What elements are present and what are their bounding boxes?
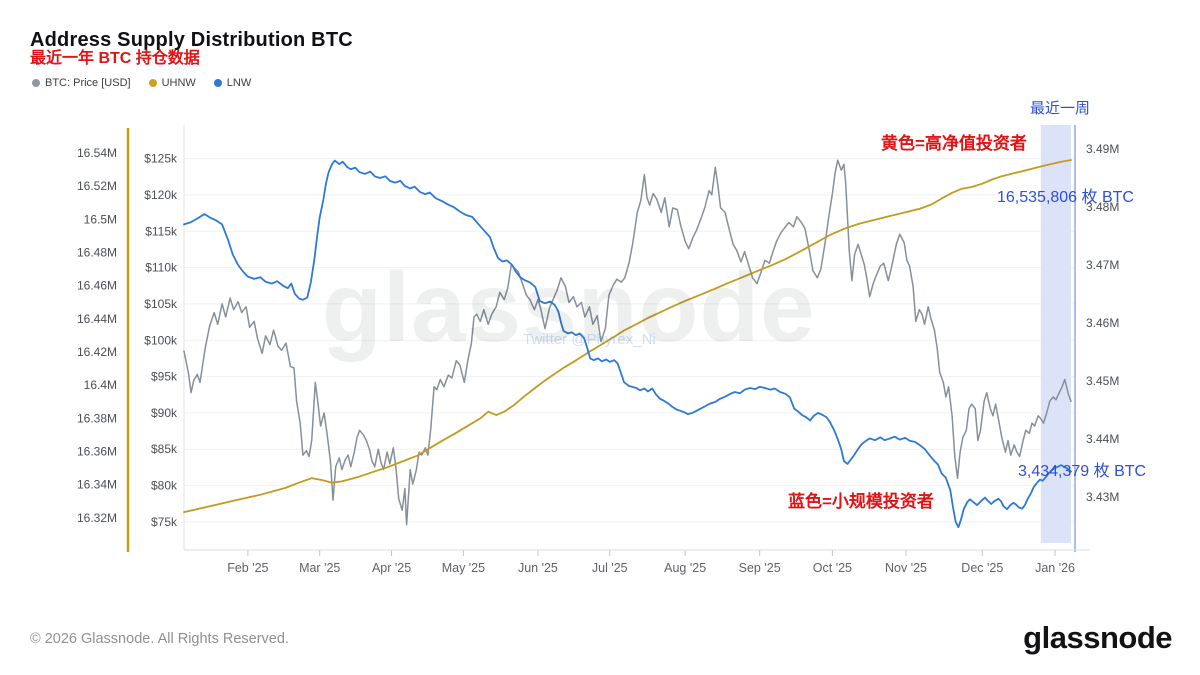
- lnw-tick-label: 3.44M: [1086, 432, 1119, 446]
- price-tick-label: $90k: [151, 406, 178, 420]
- legend-dot-icon: [148, 79, 157, 87]
- lnw-tick-label: 3.45M: [1086, 374, 1119, 388]
- price-tick-label: $105k: [144, 297, 178, 311]
- uhnw-tick-label: 16.36M: [77, 445, 117, 459]
- annotation-lnw-label: 蓝色=小规模投资者: [788, 492, 934, 511]
- uhnw-tick-label: 16.46M: [77, 279, 117, 293]
- price-tick-label: $115k: [145, 224, 178, 238]
- x-tick-label: Jul '25: [592, 561, 628, 575]
- lnw-tick-label: 3.49M: [1086, 142, 1119, 156]
- x-tick-label: Sep '25: [739, 561, 781, 575]
- x-tick-label: Jun '25: [518, 561, 558, 575]
- btc-price-usd--series-line: [183, 159, 1072, 526]
- annotation-uhnw-label: 黄色=高净值投资者: [881, 134, 1027, 153]
- twitter-handle-watermark: Twitter @Phyrex_Ni: [523, 331, 656, 348]
- annotation-recent-week: 最近一周: [1029, 100, 1090, 117]
- price-tick-label: $75k: [151, 515, 178, 529]
- legend-label: BTC: Price [USD]: [45, 77, 131, 89]
- uhnw-tick-label: 16.42M: [77, 345, 117, 359]
- uhnw-tick-label: 16.38M: [77, 411, 117, 425]
- price-tick-label: $95k: [151, 370, 178, 384]
- x-tick-label: Feb '25: [227, 561, 268, 575]
- glassnode-watermark: glassnode: [322, 252, 816, 362]
- x-tick-label: Mar '25: [299, 561, 340, 575]
- price-tick-label: $110k: [145, 261, 178, 275]
- lnw-tick-label: 3.48M: [1086, 200, 1119, 214]
- lnw-tick-label: 3.47M: [1086, 258, 1119, 272]
- x-tick-label: Apr '25: [372, 561, 411, 575]
- uhnw-tick-label: 16.52M: [77, 179, 117, 193]
- legend-label: UHNW: [161, 77, 196, 89]
- legend-item-btc-price-usd-: BTC: Price [USD]: [32, 77, 131, 89]
- lnw-tick-label: 3.46M: [1086, 316, 1119, 330]
- uhnw-tick-label: 16.5M: [84, 212, 117, 226]
- x-tick-label: Dec '25: [961, 561, 1003, 575]
- legend-dot-icon: [32, 79, 40, 87]
- legend-dot-icon: [213, 79, 222, 87]
- uhnw-tick-label: 16.4M: [84, 378, 117, 392]
- price-tick-label: $120k: [144, 188, 178, 202]
- uhnw-tick-label: 16.54M: [77, 146, 117, 160]
- chart-legend: BTC: Price [USD] UHNW LNW: [32, 77, 251, 89]
- price-tick-label: $85k: [151, 442, 178, 456]
- uhnw-tick-label: 16.48M: [77, 246, 117, 260]
- copyright-text: © 2026 Glassnode. All Rights Reserved.: [30, 631, 289, 647]
- recent-week-highlight-band: [1040, 125, 1071, 543]
- x-tick-label: Aug '25: [664, 561, 706, 575]
- uhnw-series-line: [183, 159, 1072, 513]
- price-tick-label: $80k: [151, 479, 178, 493]
- glassnode-logo: glassnode: [1023, 620, 1172, 655]
- x-tick-label: Oct '25: [813, 561, 852, 575]
- uhnw-tick-label: 16.44M: [77, 312, 117, 326]
- legend-item-uhnw: UHNW: [148, 77, 196, 89]
- x-tick-label: Jan '26: [1035, 561, 1075, 575]
- price-tick-label: $100k: [144, 333, 178, 347]
- x-tick-label: Nov '25: [885, 561, 927, 575]
- chart-subtitle: 最近一年 BTC 持仓数据: [30, 50, 200, 67]
- annotation-lnw-value: 3,434,379 枚 BTC: [1018, 463, 1147, 480]
- x-tick-label: May '25: [442, 561, 485, 575]
- lnw-tick-label: 3.43M: [1086, 490, 1119, 504]
- page-title: Address Supply Distribution BTC: [30, 29, 353, 52]
- annotation-uhnw-value: 16,535,806 枚 BTC: [997, 189, 1134, 206]
- lnw-series-line: [183, 159, 1072, 529]
- legend-label: LNW: [226, 77, 252, 89]
- uhnw-tick-label: 16.34M: [77, 478, 117, 492]
- price-tick-label: $125k: [144, 152, 178, 166]
- uhnw-tick-label: 16.32M: [77, 511, 117, 525]
- legend-item-lnw: LNW: [213, 77, 252, 89]
